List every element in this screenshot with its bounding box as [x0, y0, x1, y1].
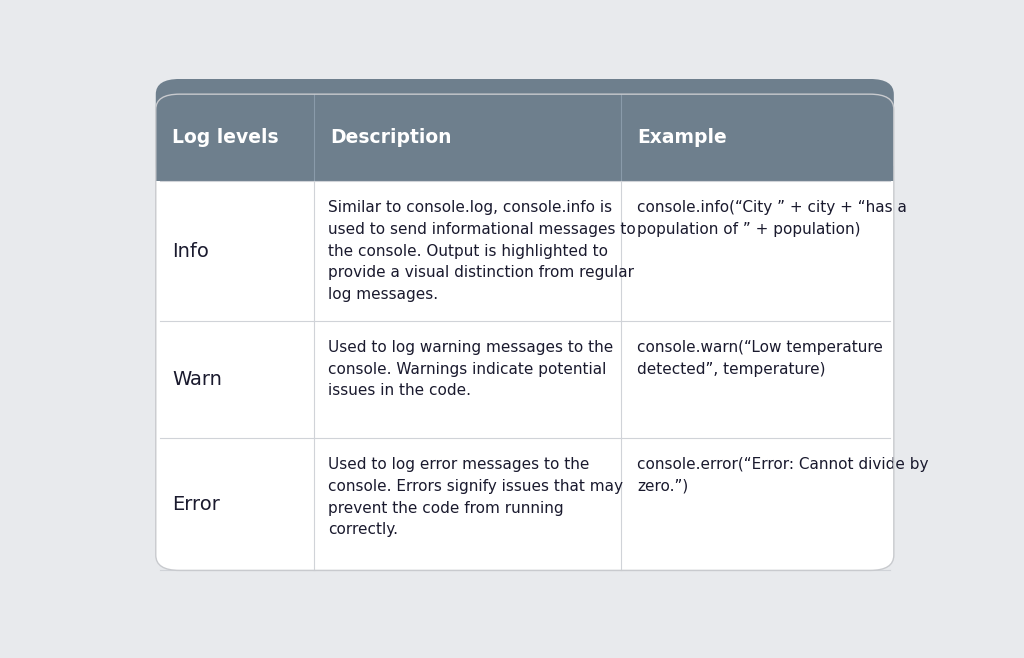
- FancyBboxPatch shape: [156, 79, 894, 181]
- Text: Error: Error: [172, 495, 220, 514]
- Text: Example: Example: [637, 128, 727, 147]
- Text: Info: Info: [172, 241, 209, 261]
- Text: Log levels: Log levels: [172, 128, 279, 147]
- FancyBboxPatch shape: [156, 94, 894, 570]
- Text: Used to log error messages to the
console. Errors signify issues that may
preven: Used to log error messages to the consol…: [328, 457, 623, 537]
- Text: console.info(“City ” + city + “has a
population of ” + population): console.info(“City ” + city + “has a pop…: [637, 200, 907, 237]
- Text: console.warn(“Low temperature
detected”, temperature): console.warn(“Low temperature detected”,…: [637, 340, 883, 377]
- Text: Description: Description: [331, 128, 453, 147]
- Text: Similar to console.log, console.info is
used to send informational messages to
t: Similar to console.log, console.info is …: [328, 200, 636, 302]
- Text: Used to log warning messages to the
console. Warnings indicate potential
issues : Used to log warning messages to the cons…: [328, 340, 613, 398]
- Text: console.error(“Error: Cannot divide by
zero.”): console.error(“Error: Cannot divide by z…: [637, 457, 929, 494]
- Bar: [156, 166, 894, 181]
- Text: Warn: Warn: [172, 370, 222, 389]
